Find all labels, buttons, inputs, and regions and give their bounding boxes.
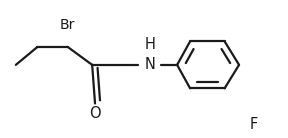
Text: N: N bbox=[144, 57, 155, 72]
Text: H: H bbox=[144, 37, 155, 52]
Text: F: F bbox=[249, 117, 257, 132]
Text: O: O bbox=[89, 106, 101, 121]
Text: Br: Br bbox=[60, 18, 75, 32]
